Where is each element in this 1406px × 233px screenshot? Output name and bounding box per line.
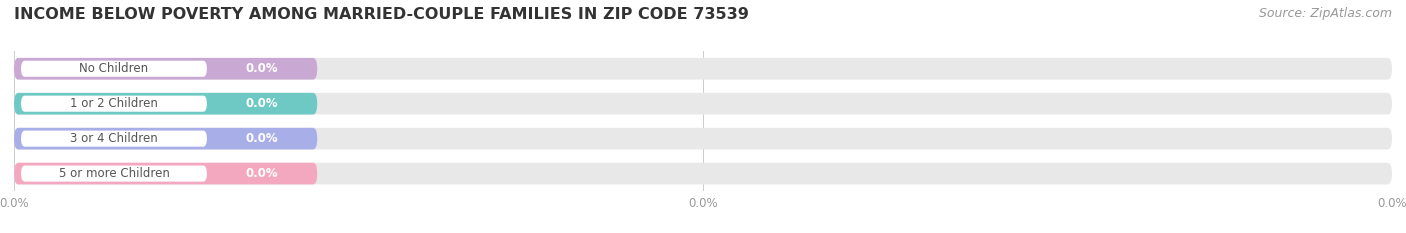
FancyBboxPatch shape — [14, 128, 318, 150]
Text: 0.0%: 0.0% — [246, 62, 278, 75]
FancyBboxPatch shape — [14, 128, 1392, 150]
FancyBboxPatch shape — [14, 163, 1392, 185]
FancyBboxPatch shape — [14, 163, 318, 185]
Text: 1 or 2 Children: 1 or 2 Children — [70, 97, 157, 110]
FancyBboxPatch shape — [14, 58, 318, 80]
Text: 0.0%: 0.0% — [246, 97, 278, 110]
Text: No Children: No Children — [79, 62, 149, 75]
FancyBboxPatch shape — [14, 93, 318, 115]
FancyBboxPatch shape — [21, 165, 207, 182]
FancyBboxPatch shape — [21, 61, 207, 77]
Text: INCOME BELOW POVERTY AMONG MARRIED-COUPLE FAMILIES IN ZIP CODE 73539: INCOME BELOW POVERTY AMONG MARRIED-COUPL… — [14, 7, 749, 22]
FancyBboxPatch shape — [21, 131, 207, 147]
FancyBboxPatch shape — [14, 58, 1392, 80]
Text: 5 or more Children: 5 or more Children — [59, 167, 169, 180]
Text: Source: ZipAtlas.com: Source: ZipAtlas.com — [1258, 7, 1392, 20]
Text: 3 or 4 Children: 3 or 4 Children — [70, 132, 157, 145]
Text: 0.0%: 0.0% — [246, 167, 278, 180]
FancyBboxPatch shape — [21, 96, 207, 112]
Text: 0.0%: 0.0% — [246, 132, 278, 145]
FancyBboxPatch shape — [14, 93, 1392, 115]
